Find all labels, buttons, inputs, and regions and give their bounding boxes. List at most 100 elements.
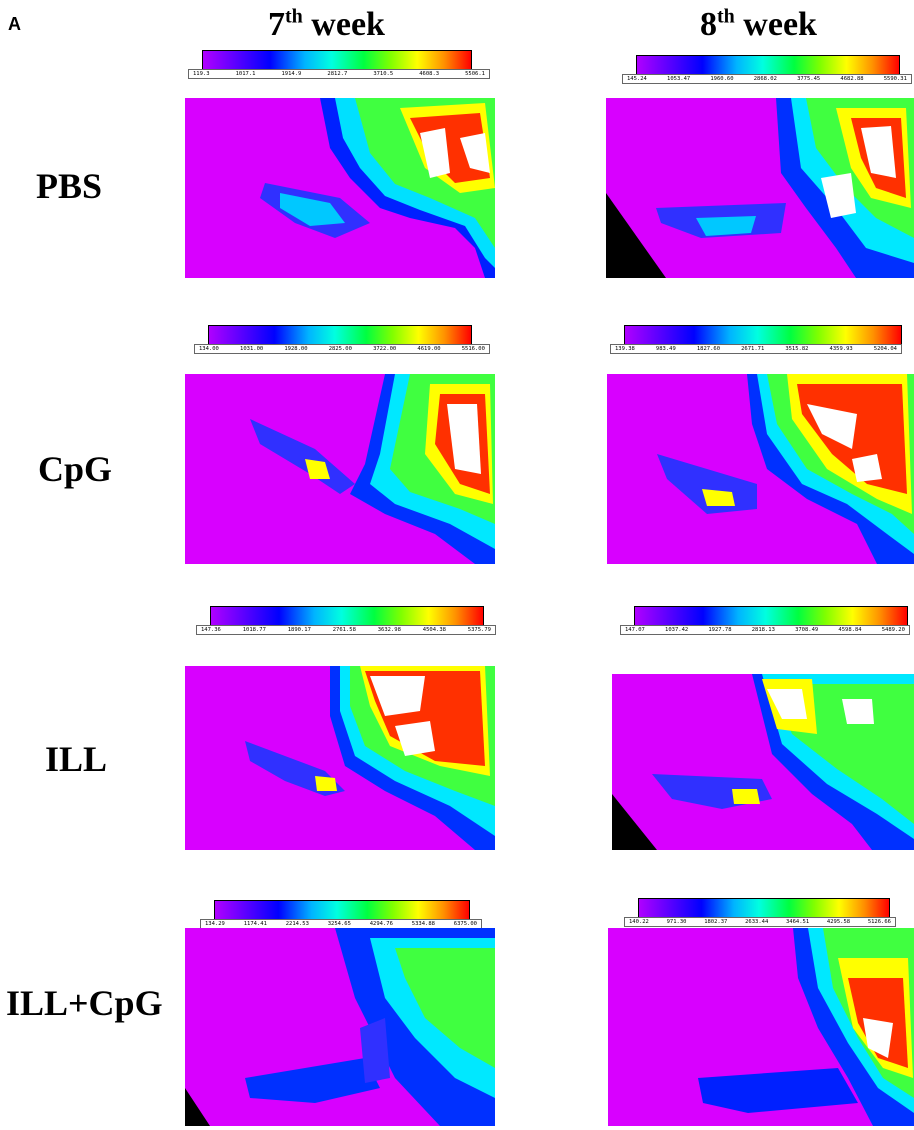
- tick-label: 2825.00: [328, 346, 352, 352]
- tick-label: 5506.1: [465, 71, 485, 77]
- color-scale-ticks: 119.3 1017.1 1914.9 2812.7 3710.5 4608.3 5506.…: [188, 69, 490, 79]
- row-label-ill-cpg: ILL+CpG: [6, 983, 163, 1023]
- row-label-cpg: CpG: [38, 449, 113, 489]
- thermal-graphic: [698, 928, 914, 1126]
- tick-label: 3464.51: [786, 919, 810, 925]
- column-header-week-7: 7th week: [268, 6, 385, 44]
- tick-label: 4359.93: [829, 346, 853, 352]
- tick-label: 1017.1: [235, 71, 256, 77]
- tick-label: 6375.00: [453, 921, 477, 927]
- tick-label: 5375.79: [467, 627, 491, 633]
- week-word: week: [311, 6, 385, 43]
- tick-label: 2812.7: [327, 71, 348, 77]
- tick-label: 5334.88: [411, 921, 435, 927]
- tick-label: 1031.00: [240, 346, 264, 352]
- color-scale-bar: [214, 900, 470, 920]
- thermal-image-pbs-week8: [606, 98, 914, 278]
- thermal-image-ill-week8: [612, 674, 914, 850]
- tick-label: 983.49: [655, 346, 676, 352]
- tick-label: 3515.82: [785, 346, 809, 352]
- tick-label: 1018.77: [242, 627, 266, 633]
- tick-label: 5489.20: [881, 627, 905, 633]
- tick-label: 4682.88: [840, 76, 864, 82]
- tick-label: 4619.00: [417, 346, 441, 352]
- tick-label: 2868.02: [753, 76, 777, 82]
- color-scale-bar: [634, 606, 908, 626]
- tick-label: 1827.60: [696, 346, 721, 352]
- tick-label: 2214.53: [285, 921, 309, 927]
- tick-label: 4608.3: [419, 71, 440, 77]
- tick-label: 4504.38: [422, 627, 446, 633]
- tick-label: 5590.31: [883, 76, 907, 82]
- tick-label: 1174.41: [243, 921, 267, 927]
- color-scale-bar: [638, 898, 890, 918]
- tick-label: 4294.76: [369, 921, 393, 927]
- tick-label: 134.29: [205, 921, 225, 927]
- tick-label: 2761.58: [332, 627, 356, 633]
- row-label-ill: ILL: [45, 739, 108, 779]
- tick-label: 3775.45: [797, 76, 821, 82]
- tick-label: 134.00: [199, 346, 219, 352]
- thermal-image-cpg-week7: [185, 374, 495, 564]
- tick-label: 1927.78: [708, 627, 732, 633]
- thermal-image-ill-week7: [185, 666, 495, 850]
- color-scale-ticks: 147.36 1018.77 1890.17 2761.58 3632.98 4504.3…: [196, 625, 496, 635]
- color-scale-bar: [210, 606, 484, 626]
- tick-label: 3710.5: [373, 71, 394, 77]
- tick-label: 4295.58: [826, 919, 851, 925]
- week-word: week: [743, 6, 817, 43]
- tick-label: 2818.13: [751, 627, 775, 633]
- tick-label: 1890.17: [287, 627, 311, 633]
- color-scale-ticks: 139.38 983.49 1827.60 2671.71 3515.82 4359.93…: [610, 344, 902, 354]
- color-scale-bar: [636, 55, 900, 75]
- tick-label: 5204.04: [873, 346, 897, 352]
- tick-label: 2633.44: [745, 919, 769, 925]
- tick-label: 5126.66: [867, 919, 891, 925]
- thermal-image-illcpg-week8: [608, 928, 914, 1126]
- tick-label: 145.24: [627, 76, 647, 82]
- week-number: 7: [268, 6, 285, 43]
- week-suffix: th: [285, 5, 303, 28]
- tick-label: 1914.9: [281, 71, 302, 77]
- color-scale-bar: [208, 325, 472, 345]
- column-header-week-8: 8th week: [700, 6, 817, 44]
- tick-label: 139.38: [615, 346, 635, 352]
- tick-label: 119.3: [193, 71, 210, 77]
- tick-label: 5516.00: [461, 346, 485, 352]
- tick-label: 3722.00: [373, 346, 397, 352]
- tick-label: 1053.47: [667, 76, 691, 82]
- color-scale-ticks: 147.07 1037.42 1927.78 2818.13 3708.49 4598.8…: [620, 625, 910, 635]
- thermal-graphic: [260, 98, 495, 278]
- tick-label: 2671.71: [741, 346, 765, 352]
- color-scale-bar: [202, 50, 472, 70]
- tick-label: 1802.37: [704, 919, 728, 925]
- tick-label: 147.07: [625, 627, 645, 633]
- tick-label: 3632.98: [377, 627, 401, 633]
- thermal-graphic: [606, 98, 914, 278]
- tick-label: 1960.60: [710, 76, 734, 82]
- week-number: 8: [700, 6, 717, 43]
- row-label-pbs: PBS: [36, 166, 103, 206]
- tick-label: 1037.42: [665, 627, 689, 633]
- tick-label: 971.30: [666, 919, 687, 925]
- thermal-graphic: [245, 666, 495, 850]
- color-scale-ticks: 140.22 971.30 1802.37 2633.44 3464.51 4295.58…: [624, 917, 896, 927]
- thermal-image-pbs-week7: [185, 98, 495, 278]
- thermal-graphic: [612, 674, 914, 850]
- tick-label: 4598.84: [838, 627, 862, 633]
- thermal-graphic: [185, 928, 495, 1126]
- week-suffix: th: [717, 5, 735, 28]
- tick-label: 3254.65: [327, 921, 351, 927]
- thermal-graphic: [657, 374, 914, 564]
- tick-label: 3708.49: [795, 627, 819, 633]
- color-scale-bar: [624, 325, 902, 345]
- thermal-image-illcpg-week7: [185, 928, 495, 1126]
- thermal-graphic: [250, 374, 495, 564]
- thermal-image-cpg-week8: [607, 374, 914, 564]
- color-scale-ticks: 145.24 1053.47 1960.60 2868.02 3775.45 4682.8…: [622, 74, 912, 84]
- tick-label: 147.36: [201, 627, 221, 633]
- color-scale-ticks: 134.00 1031.00 1928.00 2825.00 3722.00 4619.0…: [194, 344, 490, 354]
- tick-label: 140.22: [629, 919, 649, 925]
- tick-label: 1928.00: [284, 346, 308, 352]
- panel-letter: A: [8, 14, 21, 34]
